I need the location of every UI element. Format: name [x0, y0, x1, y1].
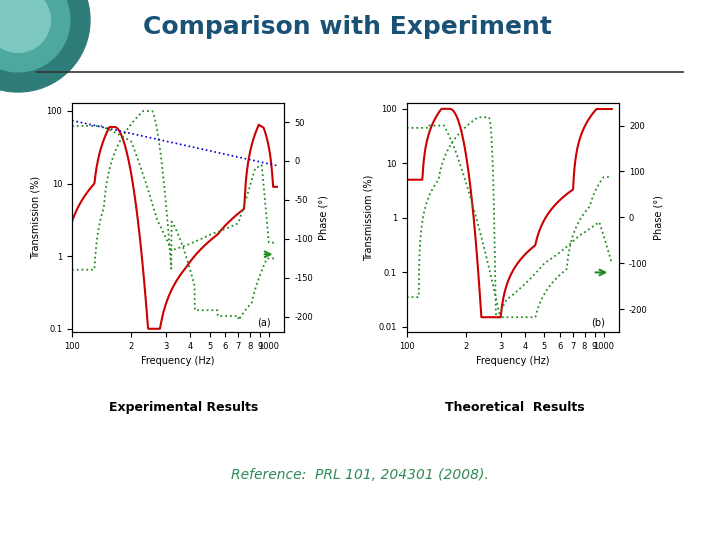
Circle shape	[0, 0, 70, 72]
Y-axis label: Phase (°): Phase (°)	[318, 195, 328, 240]
Y-axis label: Transmissiom (%): Transmissiom (%)	[363, 174, 373, 260]
Text: (a): (a)	[257, 317, 271, 327]
Text: Reference:  PRL 101, 204301 (2008).: Reference: PRL 101, 204301 (2008).	[231, 468, 489, 482]
Circle shape	[0, 0, 50, 52]
Text: (b): (b)	[592, 317, 606, 327]
Y-axis label: Phase (°): Phase (°)	[653, 195, 663, 240]
X-axis label: Frequency (Hz): Frequency (Hz)	[476, 356, 550, 366]
X-axis label: Frequency (Hz): Frequency (Hz)	[141, 356, 215, 366]
Circle shape	[0, 0, 90, 92]
Text: Comparison with Experiment: Comparison with Experiment	[143, 15, 552, 39]
Y-axis label: Transmission (%): Transmission (%)	[31, 176, 41, 259]
Text: Theoretical  Results: Theoretical Results	[445, 401, 585, 414]
Text: Experimental Results: Experimental Results	[109, 401, 258, 414]
